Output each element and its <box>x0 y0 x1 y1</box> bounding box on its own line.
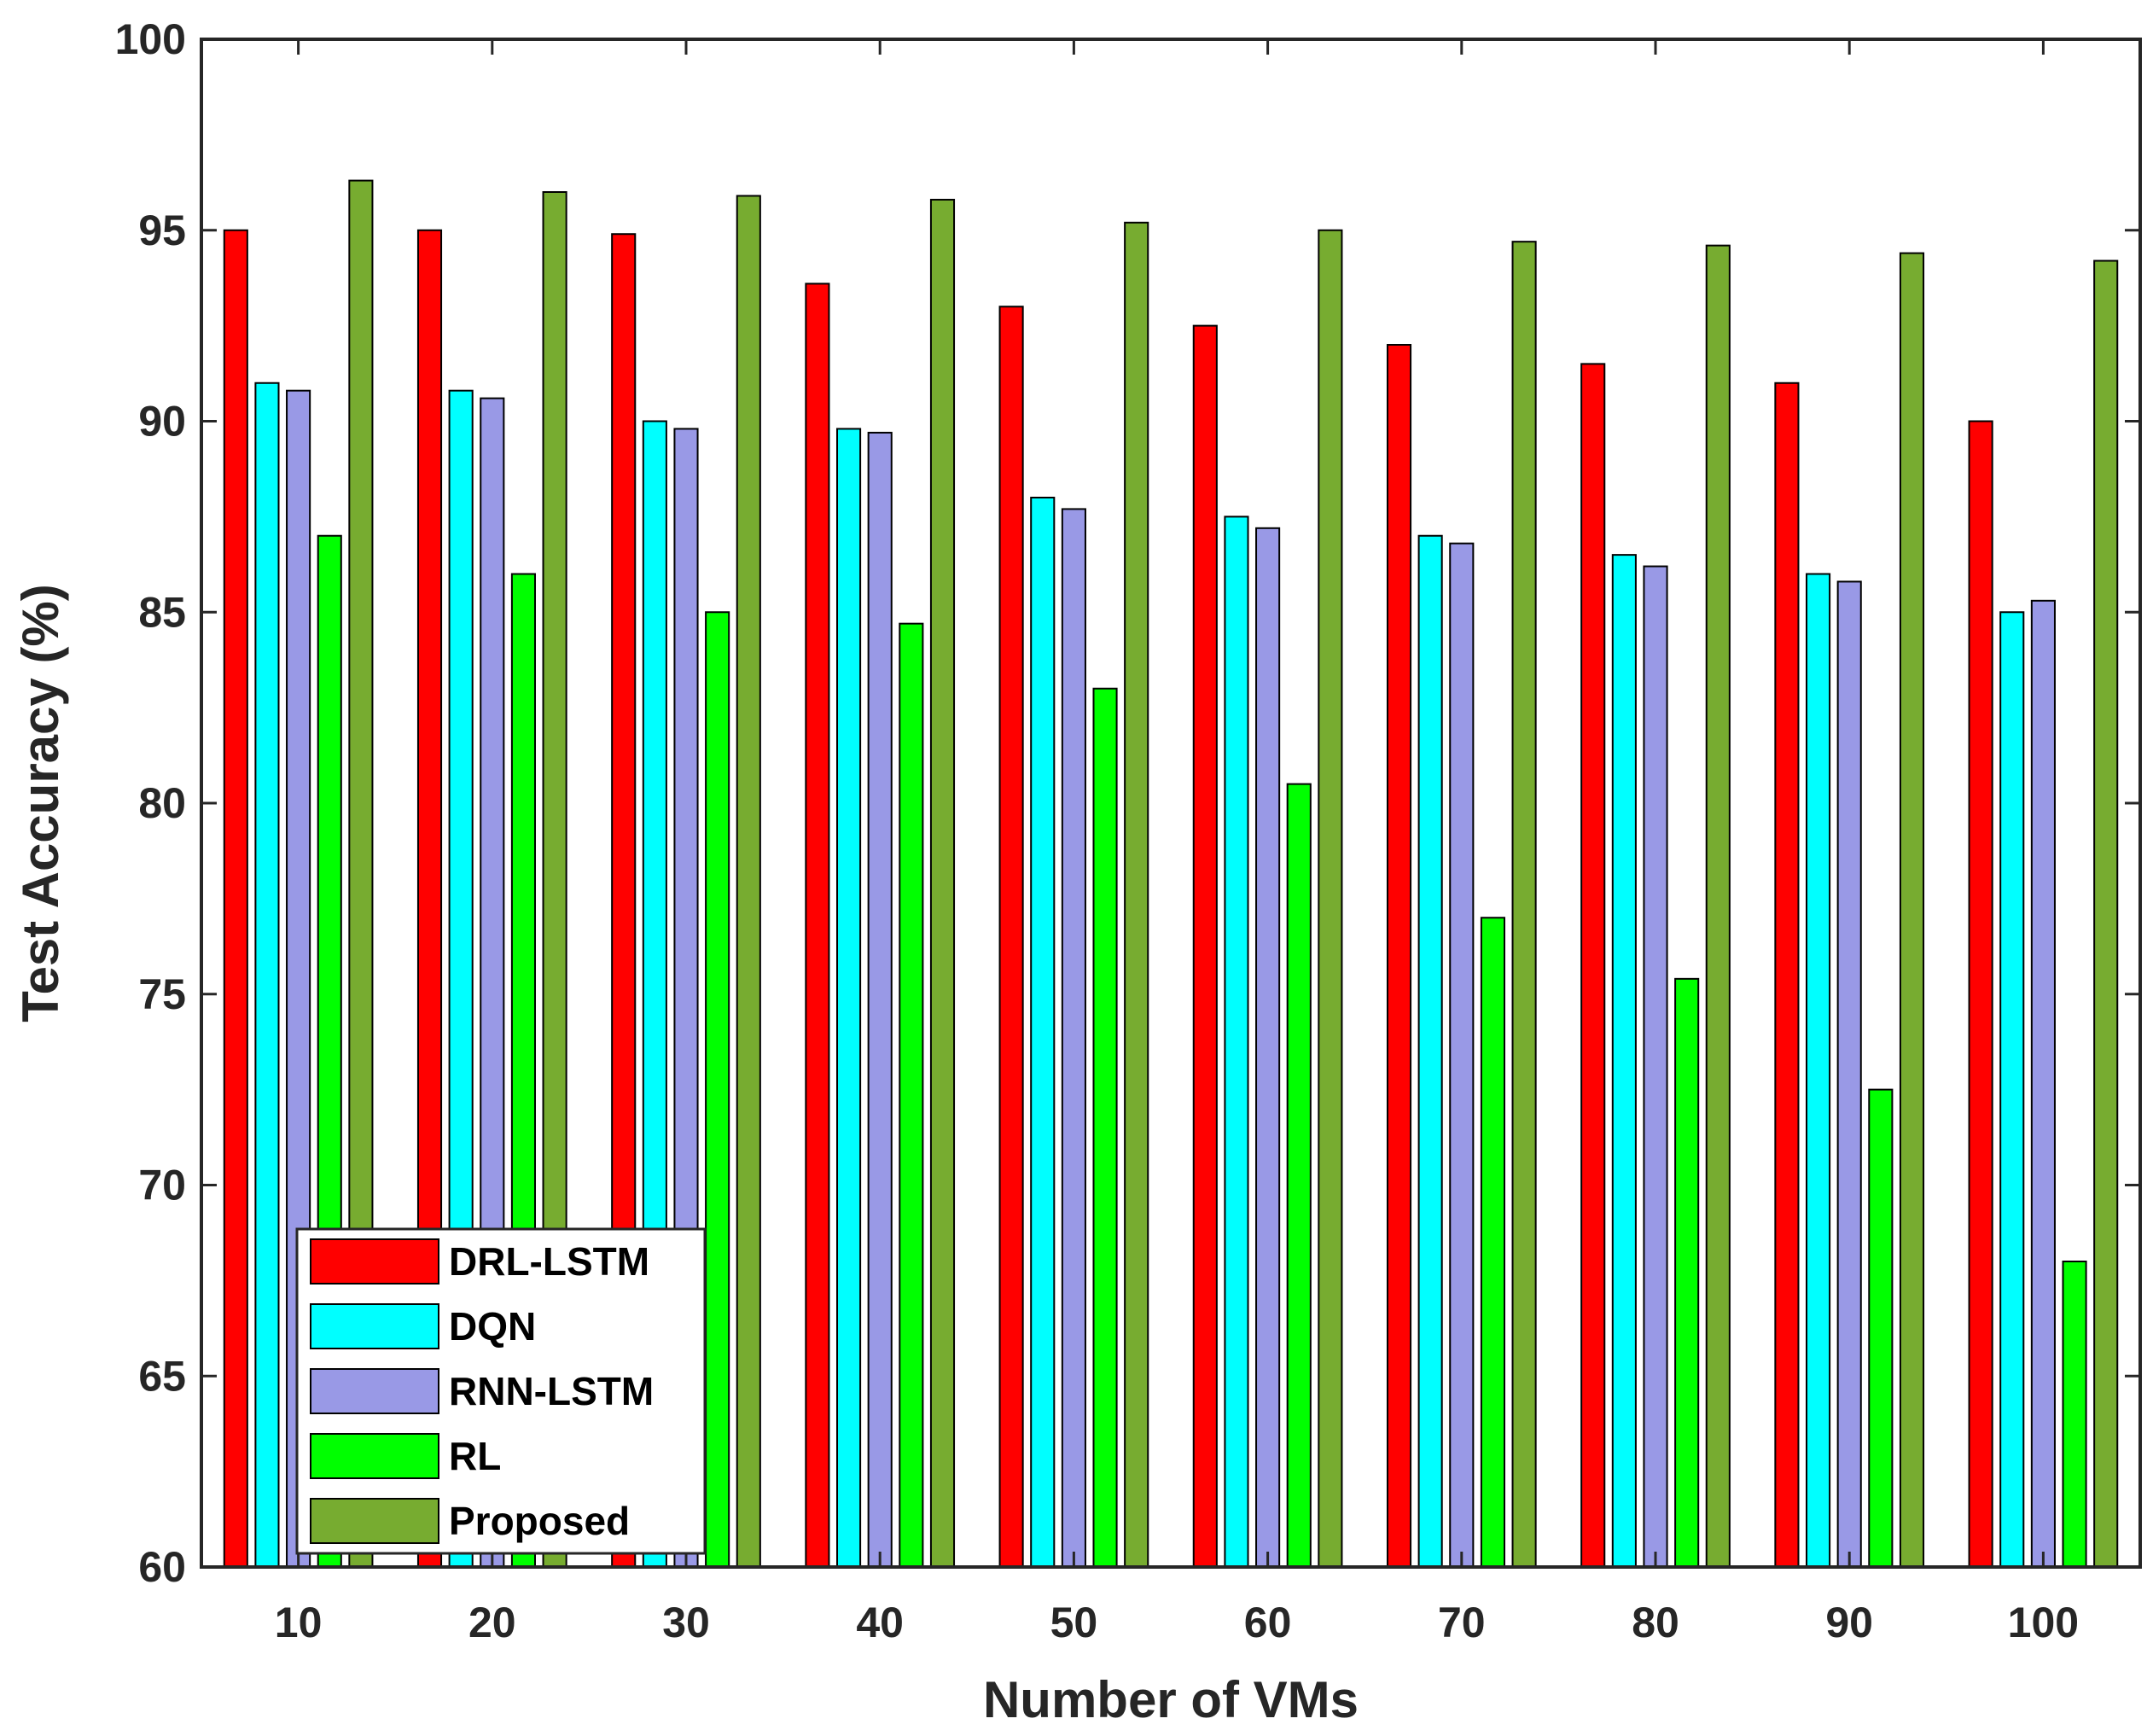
bar-drl-lstm-80 <box>1580 363 1606 1568</box>
legend-swatch-dqn <box>310 1303 439 1349</box>
bar-rnn-lstm-90 <box>1836 580 1862 1569</box>
x-tick-label: 30 <box>662 1599 710 1646</box>
bars-group <box>223 179 2119 1569</box>
bar-rnn-lstm-70 <box>1449 542 1475 1569</box>
x-tick-label: 60 <box>1244 1599 1292 1646</box>
x-tick-label: 80 <box>1632 1599 1679 1646</box>
x-tick-label: 70 <box>1438 1599 1486 1646</box>
bar-drl-lstm-90 <box>1774 382 1800 1568</box>
bar-dqn-40 <box>835 428 862 1569</box>
bar-drl-lstm-40 <box>805 283 830 1568</box>
bar-dqn-90 <box>1805 573 1831 1568</box>
x-tick-label: 100 <box>2008 1599 2079 1646</box>
bar-drl-lstm-100 <box>1968 420 1993 1568</box>
bar-rnn-lstm-100 <box>2030 599 2056 1569</box>
y-tick-label: 65 <box>138 1352 186 1400</box>
y-tick-label: 95 <box>138 207 186 254</box>
legend-swatch-rl <box>310 1433 439 1479</box>
x-tick-label: 10 <box>275 1599 323 1646</box>
bar-dqn-100 <box>1999 611 2025 1568</box>
bar-proposed-90 <box>1899 252 1925 1569</box>
bar-rl-90 <box>1868 1088 1894 1568</box>
bar-rl-100 <box>2062 1261 2087 1568</box>
x-axis-title: Number of VMs <box>983 1671 1359 1728</box>
bar-drl-lstm-60 <box>1192 324 1218 1568</box>
bar-proposed-70 <box>1511 241 1537 1568</box>
bar-rnn-lstm-80 <box>1643 565 1668 1568</box>
bar-dqn-10 <box>254 382 280 1568</box>
x-tick-label: 50 <box>1050 1599 1098 1646</box>
bar-drl-lstm-50 <box>998 306 1024 1568</box>
bar-rl-80 <box>1674 977 1700 1568</box>
legend-swatch-drl-lstm <box>310 1238 439 1285</box>
legend-label-proposed: Proposed <box>449 1499 630 1543</box>
bar-dqn-70 <box>1417 534 1443 1568</box>
legend-swatch-proposed <box>310 1498 439 1544</box>
bar-proposed-50 <box>1124 221 1149 1568</box>
y-tick-label: 60 <box>138 1543 186 1591</box>
bar-rl-70 <box>1480 917 1506 1568</box>
bar-rl-40 <box>899 622 924 1568</box>
bar-drl-lstm-10 <box>223 229 248 1568</box>
bar-rnn-lstm-40 <box>867 431 893 1568</box>
y-tick-label: 80 <box>138 779 186 827</box>
legend-label-rnn-lstm: RNN-LSTM <box>449 1369 654 1413</box>
bar-dqn-50 <box>1030 497 1056 1568</box>
bar-rl-30 <box>705 611 730 1568</box>
bar-proposed-40 <box>929 198 956 1569</box>
bar-dqn-80 <box>1611 554 1637 1568</box>
legend: DRL-LSTM DQN RNN-LSTM RL Proposed <box>295 1227 707 1555</box>
legend-label-rl: RL <box>449 1434 501 1478</box>
x-tick-label: 90 <box>1825 1599 1873 1646</box>
y-tick-label: 70 <box>138 1162 186 1209</box>
ticks-group: 10 20 30 40 50 60 70 80 90 100 60 65 70 75 80 85 90 95 100 <box>115 15 2140 1646</box>
axes-box <box>200 38 2142 1569</box>
x-tick-label: 20 <box>468 1599 516 1646</box>
bar-rnn-lstm-60 <box>1255 527 1281 1568</box>
legend-swatch-rnn-lstm <box>310 1368 439 1414</box>
legend-label-drl-lstm: DRL-LSTM <box>449 1239 649 1284</box>
y-tick-label: 85 <box>138 588 186 636</box>
bar-rl-60 <box>1286 783 1312 1568</box>
y-tick-label: 75 <box>138 970 186 1018</box>
legend-label-dqn: DQN <box>449 1304 536 1349</box>
y-tick-label: 90 <box>138 398 186 446</box>
bar-proposed-30 <box>736 195 761 1569</box>
y-axis-title: Test Accuracy (%) <box>12 584 69 1022</box>
bar-drl-lstm-70 <box>1386 344 1412 1568</box>
bar-rl-50 <box>1092 687 1118 1568</box>
bar-dqn-60 <box>1224 516 1249 1568</box>
bar-rnn-lstm-50 <box>1061 508 1086 1568</box>
bar-proposed-80 <box>1705 244 1731 1568</box>
x-tick-label: 40 <box>856 1599 904 1646</box>
bar-proposed-60 <box>1318 229 1343 1568</box>
bar-proposed-100 <box>2093 259 2119 1568</box>
y-tick-label: 100 <box>115 15 186 63</box>
